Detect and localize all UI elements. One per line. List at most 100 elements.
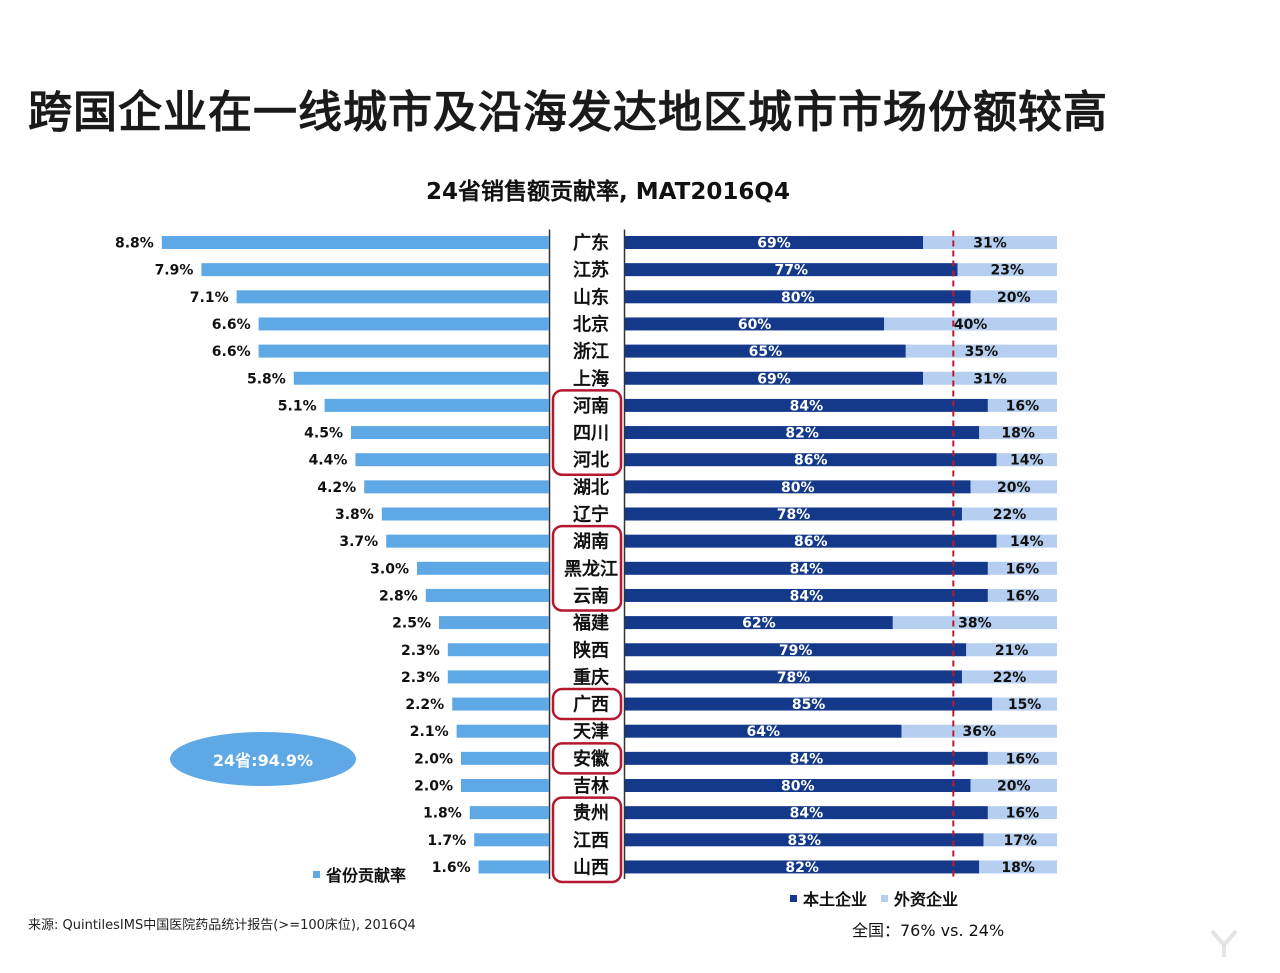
province-share-label: 2.0% (414, 779, 453, 795)
domestic-share-bar (625, 290, 971, 304)
province-highlight-box (551, 742, 623, 775)
foreign-share-bar (961, 670, 1057, 684)
domestic-share-bar (625, 534, 997, 548)
domestic-share-label: 84% (790, 806, 824, 822)
foreign-share-bar (957, 263, 1057, 277)
province-share-bar (447, 670, 549, 684)
province-share-label: 1.6% (432, 860, 471, 876)
foreign-share-label: 20% (997, 290, 1031, 306)
domestic-share-bar (625, 263, 958, 277)
province-name: 安徽 (573, 748, 610, 770)
province-highlight-box (551, 389, 623, 476)
province-share-label: 5.1% (278, 398, 317, 414)
foreign-share-label: 21% (995, 643, 1029, 659)
province-share-bar (258, 317, 549, 331)
domestic-share-bar (625, 833, 984, 847)
province-share-bar (293, 371, 549, 385)
foreign-share-bar (987, 398, 1057, 412)
domestic-share-label: 80% (781, 480, 815, 496)
legend-item-domestic: 本土企业 (790, 886, 867, 910)
province-share-label: 6.6% (212, 344, 251, 360)
province-share-bar (364, 480, 549, 494)
domestic-share-bar (625, 561, 988, 575)
domestic-share-label: 82% (785, 860, 819, 876)
foreign-share-bar (983, 833, 1057, 847)
domestic-share-bar (625, 507, 962, 521)
domestic-share-bar (625, 806, 988, 820)
domestic-share-label: 84% (790, 588, 824, 604)
foreign-share-bar (979, 860, 1057, 874)
province-name: 山东 (573, 286, 609, 308)
domestic-share-bar (625, 344, 906, 358)
foreign-share-label: 16% (1006, 588, 1040, 604)
legend-label-foreign: 外资企业 (894, 890, 959, 909)
domestic-share-bar (625, 860, 980, 874)
province-name: 辽宁 (573, 504, 609, 526)
foreign-share-bar (992, 697, 1057, 711)
province-highlight-box (551, 796, 623, 884)
province-name: 江西 (573, 830, 609, 851)
foreign-share-label: 31% (973, 371, 1007, 387)
province-share-bar (461, 779, 549, 792)
province-share-bar (456, 724, 549, 738)
foreign-share-bar (987, 751, 1057, 765)
foreign-share-bar (970, 480, 1057, 494)
domestic-share-label: 64% (746, 724, 780, 740)
domestic-share-bar (625, 779, 971, 792)
province-name: 江苏 (573, 259, 609, 281)
source-note: 来源: QuintilesIMS中国医院药品统计报告(>=100床位), 201… (28, 918, 416, 933)
province-highlight-box (551, 687, 623, 721)
foreign-share-label: 17% (1004, 833, 1038, 849)
province-name: 河南 (573, 395, 609, 417)
province-name: 吉林 (573, 775, 609, 797)
foreign-share-label: 16% (1006, 751, 1040, 767)
foreign-share-bar (892, 616, 1057, 630)
province-share-label: 7.1% (190, 290, 229, 306)
domestic-share-label: 79% (779, 643, 813, 659)
foreign-share-label: 22% (993, 670, 1027, 686)
province-share-label: 2.5% (392, 616, 431, 632)
province-share-bar (478, 860, 549, 874)
province-share-bar (417, 561, 549, 575)
province-share-label: 1.7% (427, 833, 466, 849)
foreign-share-bar (884, 317, 1057, 331)
province-share-bar (474, 833, 549, 847)
province-name: 湖北 (573, 477, 609, 498)
province-share-label: 2.1% (410, 724, 449, 740)
province-share-bar (355, 453, 549, 467)
domestic-share-bar (625, 588, 988, 602)
domestic-share-label: 85% (792, 697, 826, 713)
domestic-share-bar (625, 697, 993, 711)
province-share-label: 2.8% (379, 588, 418, 604)
province-share-label: 4.5% (304, 426, 343, 442)
chart-title: 24省销售额贡献率, MAT2016Q4 (426, 179, 790, 205)
foreign-share-label: 38% (958, 616, 992, 632)
province-name: 天津 (573, 721, 609, 743)
legend-label-province: 省份贡献率 (326, 866, 407, 885)
foreign-share-bar (996, 534, 1057, 548)
domestic-share-bar (625, 480, 971, 494)
foreign-share-label: 18% (1001, 860, 1035, 876)
province-name: 黑龙江 (564, 558, 618, 580)
province-name: 陕西 (573, 639, 609, 661)
foreign-share-bar (996, 453, 1057, 467)
province-share-bar (452, 697, 549, 711)
foreign-share-label: 22% (993, 507, 1027, 523)
province-share-bar (425, 588, 549, 602)
foreign-share-bar (901, 724, 1057, 738)
domestic-share-label: 86% (794, 534, 828, 550)
province-share-label: 8.8% (115, 236, 154, 252)
domestic-share-label: 78% (777, 670, 811, 686)
province-share-bar (201, 263, 549, 277)
domestic-share-bar (625, 643, 967, 657)
domestic-share-label: 80% (781, 290, 815, 306)
province-share-bar (469, 806, 549, 820)
province-name: 浙江 (573, 341, 609, 363)
foreign-share-bar (905, 344, 1057, 358)
domestic-share-bar (625, 724, 902, 738)
province-share-label: 3.8% (335, 507, 374, 523)
foreign-share-label: 36% (962, 724, 996, 740)
foreign-share-bar (970, 779, 1057, 792)
foreign-share-bar (987, 806, 1057, 820)
